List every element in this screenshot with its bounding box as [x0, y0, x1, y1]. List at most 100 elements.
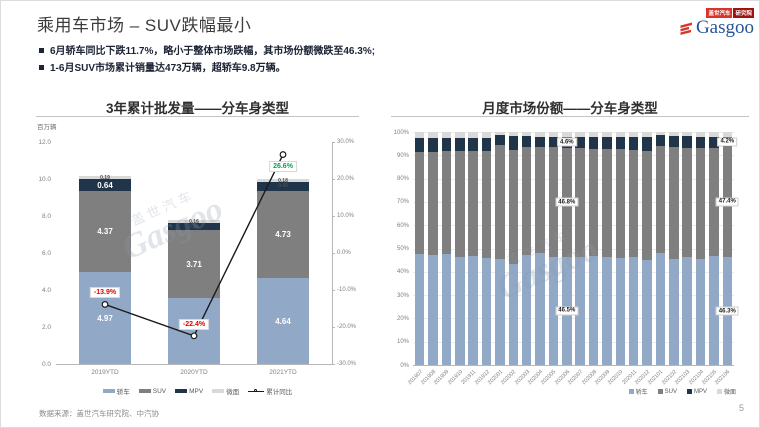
right-bar-segment-SUV [455, 151, 465, 257]
right-annotation-label: 46.8% [555, 197, 579, 207]
right-bar-segment-SUV [535, 146, 545, 254]
left-y2-tick-label: 20.0% [337, 176, 355, 182]
right-bar-segment-轿车 [495, 258, 505, 365]
legend-item: 微面 [716, 387, 736, 396]
right-bar-segment-微面 [669, 132, 679, 137]
legend-label: SUV [664, 388, 677, 395]
right-bar-segment-MPV [508, 136, 518, 150]
gasgoo-logo: 盖世汽车 研究院 Gasgoo [654, 8, 754, 37]
logo-brand: Gasgoo [654, 18, 754, 37]
left-y2-tick-mark [332, 364, 335, 365]
right-bar-segment-MPV [495, 135, 505, 146]
right-bar-segment-轿车 [468, 256, 478, 365]
right-bar-segment-轿车 [615, 257, 625, 365]
bullet-text: 6月轿车同比下跌11.7%，略小于整体市场跌幅，其市场份额微跌至46.3%; [50, 46, 376, 57]
right-bar-segment-微面 [455, 132, 465, 138]
bullet-item: 1-6月SUV市场累计销量达473万辆，超轿车9.8万辆。 [39, 62, 375, 75]
left-y2-tick-mark [332, 253, 335, 254]
right-bar-segment-轿车 [455, 256, 465, 365]
right-bar-segment-微面 [695, 132, 706, 137]
left-bar-segment-SUV: 4.37 [79, 191, 131, 273]
right-bar-segment-SUV [695, 147, 706, 260]
right-annotation-label: 4.2% [717, 137, 738, 147]
right-bar-segment-轿车 [695, 259, 706, 365]
left-bar-segment-SUV: 4.73 [257, 190, 309, 279]
right-bar-segment-轿车 [588, 256, 599, 365]
page-number: 5 [739, 403, 745, 413]
right-y-tick-label: 100% [393, 129, 409, 136]
left-y-tick-label: 2.0 [41, 324, 51, 331]
left-y2-tick-label: -20.0% [337, 324, 357, 330]
right-gridline [413, 365, 734, 366]
right-y-tick-label: 20% [396, 315, 409, 322]
right-gridline [413, 155, 734, 157]
left-y-tick-label: 8.0 [41, 213, 51, 220]
right-bar-segment-MPV [414, 138, 425, 152]
right-bar-segment-MPV [628, 136, 639, 150]
right-bar-segment-MPV [441, 137, 452, 152]
right-bar-segment-微面 [655, 132, 666, 136]
right-gridline [413, 318, 734, 320]
bullet-square-icon [39, 48, 44, 53]
right-bar-segment-SUV [521, 147, 532, 256]
legend-swatch [212, 389, 225, 393]
page-title: 乘用车市场 – SUV跌幅最小 [37, 16, 252, 35]
right-bar-segment-轿车 [602, 257, 612, 365]
right-bar-segment-微面 [481, 132, 492, 138]
line-marker [279, 151, 287, 158]
right-bar-segment-SUV [602, 149, 612, 258]
bar-value-label: 0.19 [100, 174, 110, 181]
right-bar-segment-SUV [628, 149, 639, 258]
right-y-tick-label: 90% [396, 152, 409, 159]
bar-value-label: 0.18 [278, 177, 288, 184]
right-bar-segment-SUV [642, 150, 652, 261]
legend-label: MPV [693, 388, 707, 395]
left-y2-tick-mark [332, 216, 335, 217]
right-bar-segment-MPV [575, 136, 585, 149]
right-bar-segment-MPV [642, 137, 652, 151]
legend-item: MPV [175, 388, 203, 395]
line-value-label: -13.9% [89, 287, 121, 299]
right-bar-segment-SUV [588, 148, 599, 257]
right-bar-segment-轿车 [669, 258, 679, 365]
legend-swatch [628, 389, 634, 394]
right-bar-segment-SUV [508, 149, 518, 265]
legend-swatch [716, 389, 722, 394]
right-gridline [413, 178, 734, 180]
right-bar-segment-SUV [495, 145, 505, 259]
right-bar-segment-SUV [548, 147, 559, 257]
right-y-tick-label: 70% [396, 199, 409, 206]
left-y2-tick-mark [332, 290, 335, 291]
right-gridline [413, 295, 734, 297]
bar-value-label: 4.97 [97, 313, 113, 323]
right-bar-segment-轿车 [535, 253, 545, 365]
line-value-label: 26.6% [269, 160, 297, 172]
right-gridline [413, 132, 734, 133]
legend-item: SUV [657, 388, 677, 395]
right-bar-segment-微面 [414, 132, 425, 139]
legend-label: 微面 [226, 389, 240, 396]
right-annotation-label: 46.3% [715, 306, 739, 316]
right-gridline [413, 271, 734, 273]
left-bar-segment-轿车: 4.64 [257, 278, 309, 364]
right-bar-segment-MPV [468, 137, 478, 152]
legend-swatch [686, 389, 692, 394]
left-x-axis-line [56, 364, 332, 365]
bullet-item: 6月轿车同比下跌11.7%，略小于整体市场跌幅，其市场份额微跌至46.3%; [39, 45, 375, 58]
right-gridline [413, 225, 734, 227]
legend-label: 轿车 [116, 389, 130, 396]
right-bar-segment-微面 [521, 132, 532, 137]
right-bar-segment-MPV [455, 137, 465, 152]
left-y2-tick-mark [332, 142, 335, 143]
right-bar-segment-微面 [628, 132, 639, 137]
bullet-list: 6月轿车同比下跌11.7%，略小于整体市场跌幅，其市场份额微跌至46.3%; 1… [39, 45, 375, 79]
right-bar-segment-微面 [508, 132, 518, 137]
right-bar-segment-MPV [521, 136, 532, 148]
right-bar-segment-轿车 [521, 255, 532, 365]
left-bar-segment-微面: 0.16 [168, 219, 220, 225]
right-bar-segment-微面 [615, 132, 625, 137]
right-bar-segment-轿车 [414, 254, 425, 365]
bar-value-label: 4.37 [97, 227, 113, 237]
bullet-text: 1-6月SUV市场累计销量达473万辆，超轿车9.8万辆。 [50, 63, 286, 74]
